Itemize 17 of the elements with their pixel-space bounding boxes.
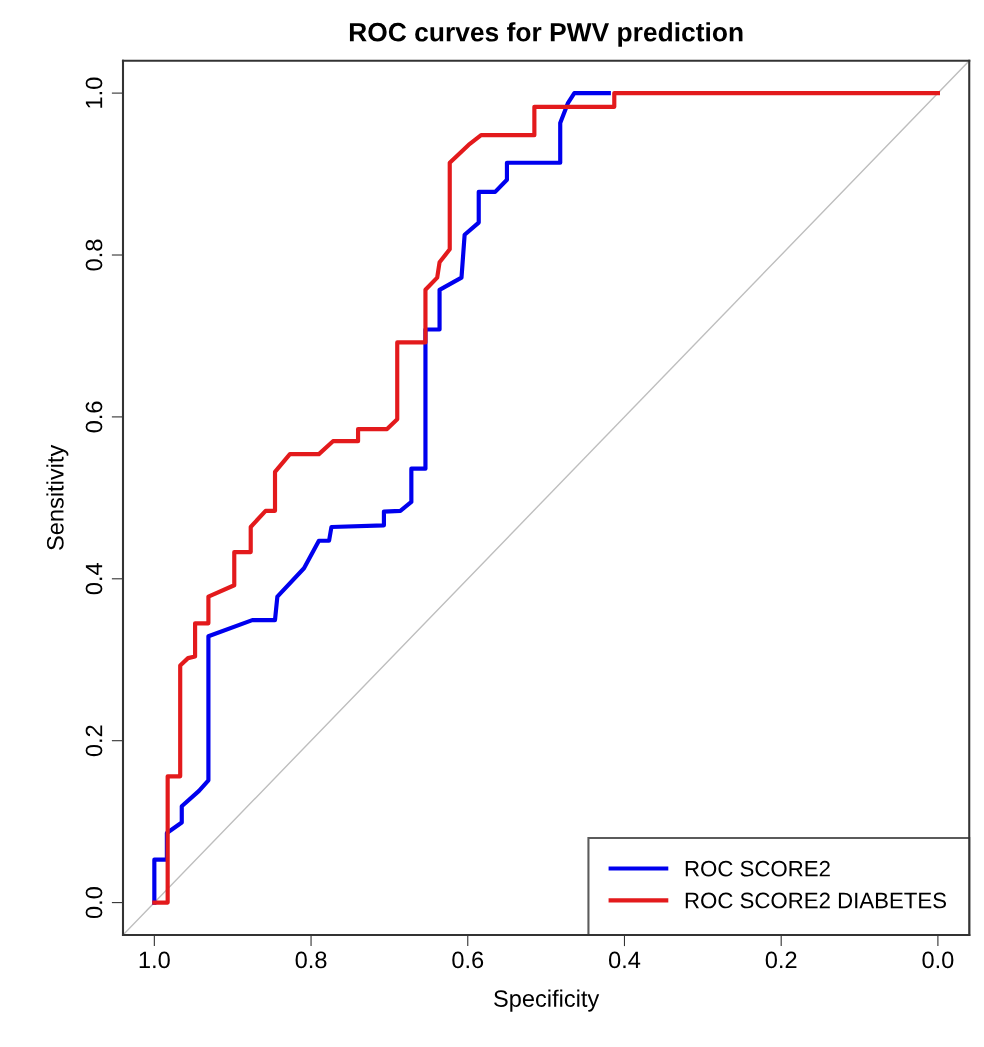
y-tick-label: 0.8 (85, 239, 103, 271)
x-tick-label: 0.0 (922, 951, 954, 969)
y-axis-title: Sensitivity (46, 444, 69, 550)
y-tick-label: 0.2 (85, 725, 103, 757)
x-axis-title: Specificity (494, 989, 600, 1012)
x-tick-label: 0.2 (765, 951, 797, 969)
x-tick-label: 0.4 (608, 951, 641, 969)
legend-label: ROC SCORE2 DIABETES (685, 892, 946, 909)
y-tick-label: 0.6 (85, 401, 103, 433)
x-tick-label: 1.0 (139, 951, 170, 969)
y-tick-label: 1.0 (85, 77, 103, 108)
y-tick-label: 0.0 (85, 887, 103, 919)
x-tick-label: 0.8 (295, 951, 327, 969)
x-tick-label: 0.6 (452, 951, 484, 969)
y-tick-label: 0.4 (85, 563, 103, 595)
legend-label: ROC SCORE2 (685, 860, 830, 877)
chart-title: ROC curves for PWV prediction (349, 22, 743, 47)
